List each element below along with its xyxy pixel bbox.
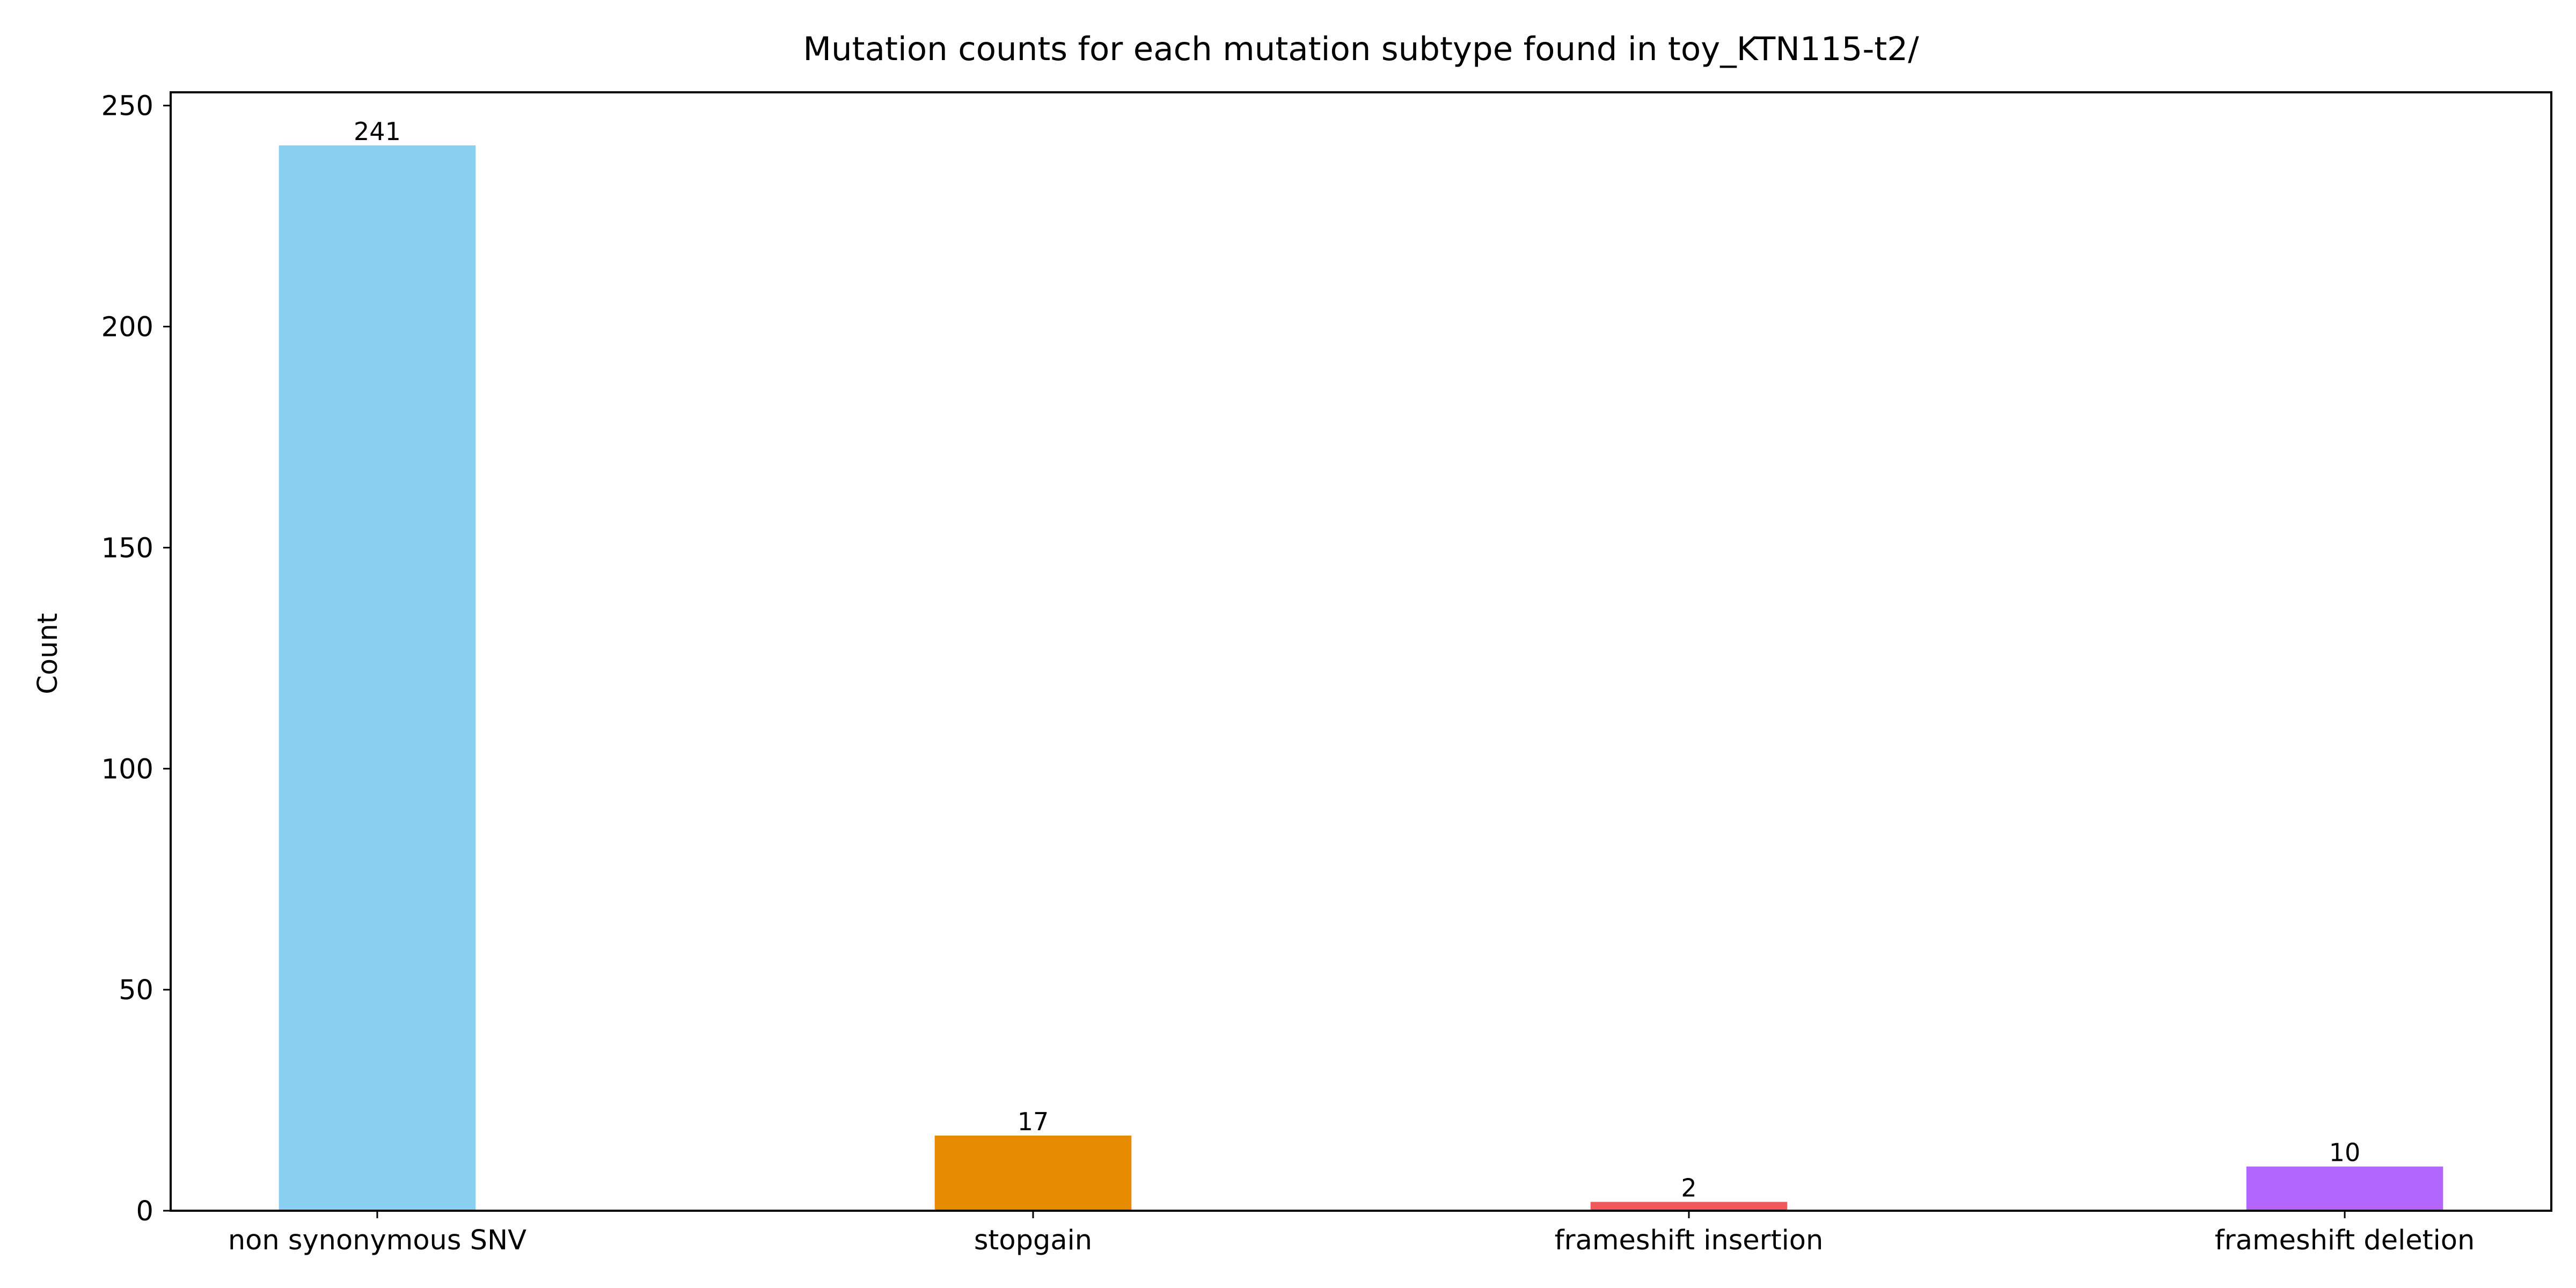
- plot-frame: [170, 91, 2552, 1212]
- y-tick-label: 250: [101, 91, 153, 122]
- data-label: 10: [2329, 1138, 2361, 1167]
- y-tick-label: 0: [136, 1196, 153, 1227]
- y-axis-label: Count: [32, 613, 64, 694]
- bar: [1590, 1202, 1788, 1211]
- bar: [934, 1135, 1132, 1211]
- y-axis-ticks: 0 50 100 150 200 250: [101, 91, 171, 1227]
- bar: [2246, 1166, 2443, 1211]
- bar: [279, 145, 476, 1211]
- data-label: 241: [354, 117, 401, 146]
- y-tick-label: 50: [119, 975, 153, 1006]
- y-tick-label: 100: [101, 753, 153, 785]
- data-labels-group: 241 17 2 10: [354, 117, 2360, 1203]
- x-axis-ticks: non synonymous SNV stopgain frameshift ins…: [228, 1211, 2475, 1256]
- data-label: 17: [1018, 1107, 1049, 1136]
- y-tick-label: 200: [101, 312, 153, 343]
- chart-title: Mutation counts for each mutation subtyp…: [803, 30, 1919, 68]
- bars-group: [279, 145, 2443, 1211]
- x-tick-label: stopgain: [974, 1225, 1092, 1256]
- x-tick-label: frameshift insertion: [1555, 1225, 1824, 1256]
- y-tick-label: 150: [101, 532, 153, 564]
- x-tick-label: frameshift deletion: [2215, 1225, 2475, 1256]
- x-tick-label: non synonymous SNV: [228, 1225, 526, 1256]
- data-label: 2: [1681, 1174, 1696, 1203]
